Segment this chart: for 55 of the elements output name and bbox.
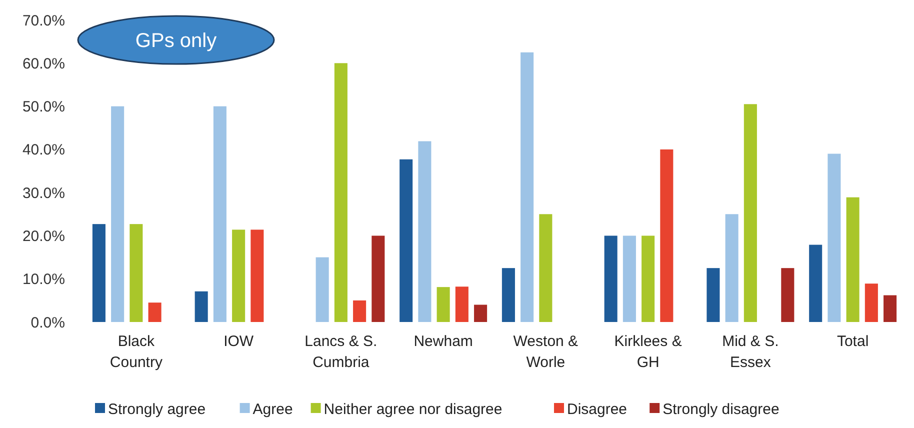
x-tick-label: Weston & Worle — [513, 333, 578, 371]
bar — [781, 268, 794, 322]
x-tick-label: Kirklees & GH — [614, 333, 682, 371]
bar — [604, 236, 618, 322]
bar — [334, 63, 348, 322]
y-tick-label: 20.0% — [22, 228, 65, 245]
y-tick-label: 50.0% — [22, 98, 65, 116]
bar — [846, 197, 860, 322]
bar — [520, 52, 534, 322]
bar — [372, 236, 385, 322]
bar — [418, 141, 432, 322]
bar — [539, 214, 552, 322]
x-tick-label: Lancs & S. Cumbria — [304, 333, 378, 371]
bar — [642, 236, 655, 322]
y-tick-label: 0.0% — [30, 314, 65, 332]
bar — [400, 159, 413, 322]
bar — [809, 244, 822, 322]
bar — [474, 304, 488, 322]
annotation: GPs only — [135, 30, 217, 52]
bar — [92, 224, 106, 322]
bar — [316, 257, 329, 322]
x-tick-label: Newham — [414, 333, 473, 350]
x-tick-label: IOW — [224, 333, 254, 350]
bar — [828, 154, 841, 322]
bar — [864, 284, 878, 322]
bar — [111, 106, 124, 322]
bar — [213, 106, 226, 322]
bar — [232, 230, 246, 322]
x-tick-label: Black Country — [110, 333, 163, 371]
x-tick-label: Mid & S. Essex — [722, 333, 779, 371]
y-tick-label: 10.0% — [22, 271, 65, 288]
bar — [353, 300, 366, 322]
y-tick-label: 70.0% — [22, 12, 65, 30]
bar — [884, 295, 897, 322]
bar — [148, 302, 162, 322]
legend-label: Neither agree nor disagree — [324, 401, 502, 418]
y-tick-label: 60.0% — [22, 55, 65, 72]
bar — [725, 214, 738, 322]
bar — [455, 286, 468, 322]
y-tick-label: 40.0% — [22, 142, 65, 159]
bar — [194, 291, 208, 322]
y-tick-label: 30.0% — [22, 184, 65, 202]
x-tick-label: Total — [836, 333, 869, 350]
bar — [744, 104, 757, 322]
legend-label: Strongly agree — [108, 401, 206, 418]
bar — [436, 287, 450, 322]
bar — [660, 149, 674, 322]
legend-label: Strongly disagree — [662, 401, 780, 418]
bar — [622, 236, 636, 322]
bar — [130, 224, 143, 322]
bar — [502, 268, 515, 322]
bar — [250, 230, 264, 322]
legend-label: Disagree — [567, 401, 628, 418]
bar — [706, 268, 720, 322]
legend-label: Agree — [252, 401, 293, 418]
